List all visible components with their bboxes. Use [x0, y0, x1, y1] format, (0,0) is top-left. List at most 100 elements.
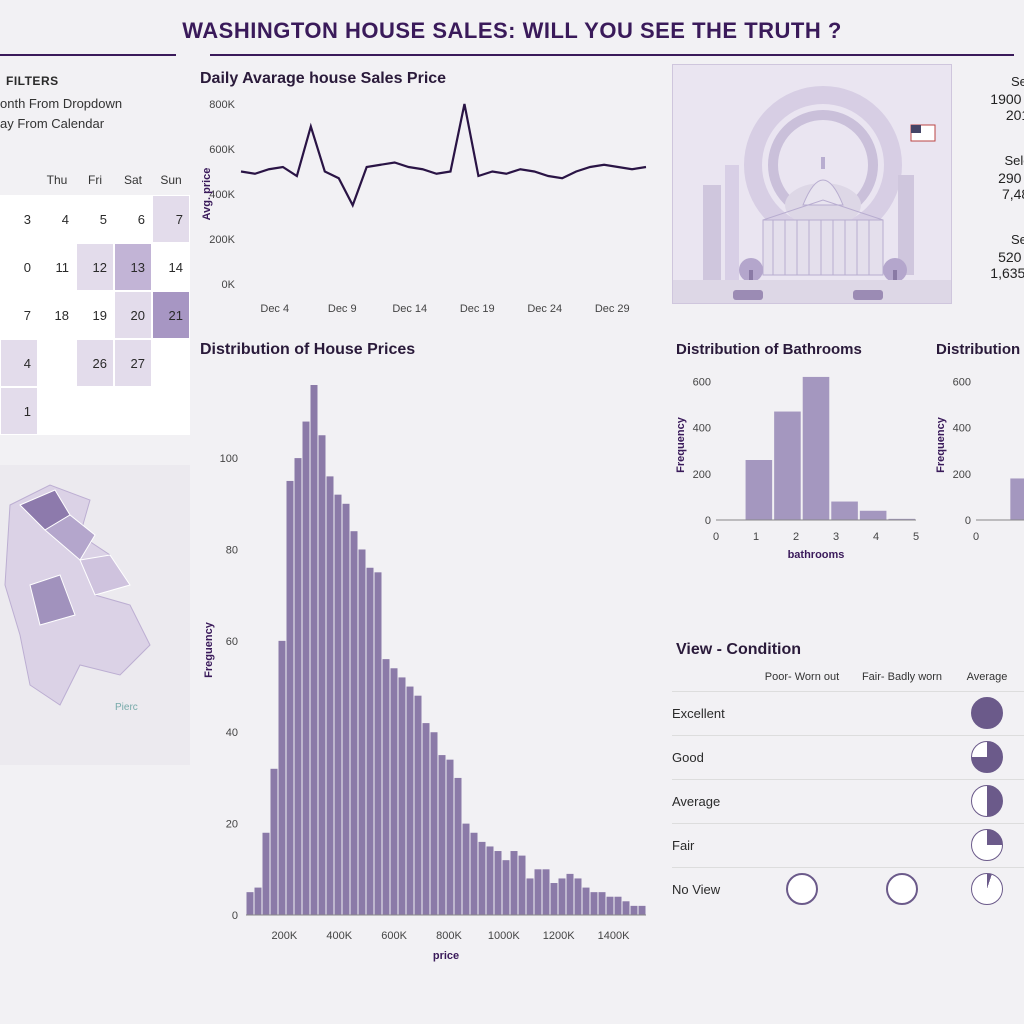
vc-col-head: Average	[952, 671, 1022, 683]
svg-text:0: 0	[713, 531, 719, 543]
bedrooms-histogram[interactable]: 0200400600Frequency0	[932, 364, 1024, 564]
vc-col-head: Fair- Badly worn	[852, 671, 952, 683]
vc-pie	[971, 785, 1003, 817]
vc-pie	[886, 873, 918, 905]
svg-text:1000K: 1000K	[488, 930, 520, 942]
svg-text:Dec 24: Dec 24	[527, 303, 562, 315]
svg-text:price: price	[433, 950, 459, 962]
choropleth-map[interactable]: Pierc	[0, 465, 190, 765]
price-histogram[interactable]: 020406080100Freguency200K400K600K800K100…	[196, 365, 656, 965]
calendar-cell[interactable]: 18	[38, 291, 76, 339]
svg-text:Dec 19: Dec 19	[460, 303, 495, 315]
calendar-cell[interactable]: 5	[76, 195, 114, 243]
bathrooms-histogram[interactable]: 0200400600Frequency012345bathrooms	[672, 364, 922, 564]
calendar-cell[interactable]: 26	[76, 339, 114, 387]
view-condition-panel: View - Condition Poor- Worn outFair- Bad…	[672, 635, 1024, 971]
vc-row-label: No View	[672, 882, 752, 897]
calendar-cell[interactable]: 13	[114, 243, 152, 291]
calendar-cell[interactable]: 1	[0, 387, 38, 435]
calendar-body[interactable]: 34567011121314718192021426271	[0, 195, 190, 435]
svg-text:600: 600	[953, 377, 971, 389]
calendar-cell[interactable]: 7	[0, 291, 38, 339]
svg-text:600K: 600K	[381, 930, 407, 942]
svg-text:60: 60	[226, 636, 238, 648]
svg-text:100: 100	[220, 453, 238, 465]
calendar-cell[interactable]: 0	[0, 243, 38, 291]
rule-left	[0, 54, 176, 56]
vc-row[interactable]: No View	[672, 867, 1024, 911]
svg-text:Avg. price: Avg. price	[201, 168, 213, 221]
slider-year[interactable]: Sele 1900 to 2015	[960, 74, 1024, 123]
calendar-cell[interactable]	[38, 387, 76, 435]
vc-row[interactable]: Fair	[672, 823, 1024, 867]
svg-text:400K: 400K	[326, 930, 352, 942]
svg-text:Dec 9: Dec 9	[328, 303, 357, 315]
svg-text:5: 5	[913, 531, 919, 543]
svg-text:0K: 0K	[222, 279, 236, 291]
svg-text:bathrooms: bathrooms	[788, 549, 845, 561]
calendar-cell[interactable]: 4	[0, 339, 38, 387]
svg-text:400: 400	[693, 423, 711, 435]
right-middle: Distribution of Bathrooms 0200400600Freq…	[672, 335, 1024, 629]
view-condition-table[interactable]: Poor- Worn outFair- Badly wornAverageGoo…	[672, 671, 1024, 911]
calendar-cell[interactable]: 27	[114, 339, 152, 387]
calendar-day-head: Sun	[152, 173, 190, 187]
vc-col-head: Poor- Worn out	[752, 671, 852, 683]
vc-row-label: Excellent	[672, 706, 752, 721]
svg-text:20: 20	[226, 819, 238, 831]
calendar-cell[interactable]: 4	[38, 195, 76, 243]
svg-text:200: 200	[953, 469, 971, 481]
hero-image	[672, 64, 952, 304]
svg-text:400K: 400K	[209, 189, 235, 201]
calendar-cell[interactable]: 6	[114, 195, 152, 243]
filters-heading: FILTERS	[6, 74, 190, 88]
histogram-title: Distribution of House Prices	[200, 341, 666, 359]
filter-instruction-1: onth From Dropdown	[0, 94, 190, 114]
calendar-day-head: Fri	[76, 173, 114, 187]
calendar-cell[interactable]: 19	[76, 291, 114, 339]
calendar-cell[interactable]: 3	[0, 195, 38, 243]
svg-text:200K: 200K	[209, 234, 235, 246]
calendar-cell[interactable]: 21	[152, 291, 190, 339]
rule-right	[210, 54, 1014, 56]
line-chart-title: Daily Avarage house Sales Price	[200, 70, 666, 88]
calendar-header: ThuFriSatSun	[0, 173, 190, 187]
vc-pie	[786, 873, 818, 905]
vc-row-label: Fair	[672, 838, 752, 853]
calendar-cell[interactable]	[152, 339, 190, 387]
vc-row[interactable]: Good	[672, 735, 1024, 779]
right-top: Sele 1900 to 2015 Selec 290 to 7,480 Sel…	[672, 64, 1024, 329]
histogram-panel: Distribution of House Prices 02040608010…	[196, 335, 666, 970]
vc-row[interactable]: Average	[672, 779, 1024, 823]
bedrooms-title: Distribution	[936, 341, 1024, 358]
svg-text:3: 3	[833, 531, 839, 543]
view-condition-title: View - Condition	[676, 641, 1024, 659]
calendar-cell[interactable]	[114, 387, 152, 435]
line-chart[interactable]: 0K200K400K600K800KAvg. priceDec 4Dec 9De…	[196, 94, 656, 324]
svg-text:40: 40	[226, 727, 238, 739]
calendar[interactable]: ThuFriSatSun 345670111213147181920214262…	[0, 173, 190, 435]
calendar-cell[interactable]	[76, 387, 114, 435]
calendar-cell[interactable]	[38, 339, 76, 387]
calendar-cell[interactable]	[152, 387, 190, 435]
svg-text:2: 2	[793, 531, 799, 543]
vc-row-label: Average	[672, 794, 752, 809]
calendar-cell[interactable]: 12	[76, 243, 114, 291]
slider-sqft-living[interactable]: Selec 290 to 7,480	[960, 153, 1024, 202]
svg-text:600: 600	[693, 377, 711, 389]
calendar-cell[interactable]: 14	[152, 243, 190, 291]
calendar-cell[interactable]: 11	[38, 243, 76, 291]
svg-text:200K: 200K	[272, 930, 298, 942]
svg-text:0: 0	[973, 531, 979, 543]
filter-instruction-2: ay From Calendar	[0, 114, 190, 134]
svg-text:800K: 800K	[209, 99, 235, 111]
svg-text:Frequency: Frequency	[675, 416, 687, 473]
svg-text:Dec 14: Dec 14	[392, 303, 427, 315]
vc-row[interactable]: Excellent	[672, 691, 1024, 735]
vc-pie	[971, 741, 1003, 773]
vc-pie	[971, 697, 1003, 729]
calendar-cell[interactable]: 7	[152, 195, 190, 243]
svg-text:400: 400	[953, 423, 971, 435]
calendar-cell[interactable]: 20	[114, 291, 152, 339]
slider-sqft-lot[interactable]: Sele 520 to 1,635,4	[960, 232, 1024, 281]
